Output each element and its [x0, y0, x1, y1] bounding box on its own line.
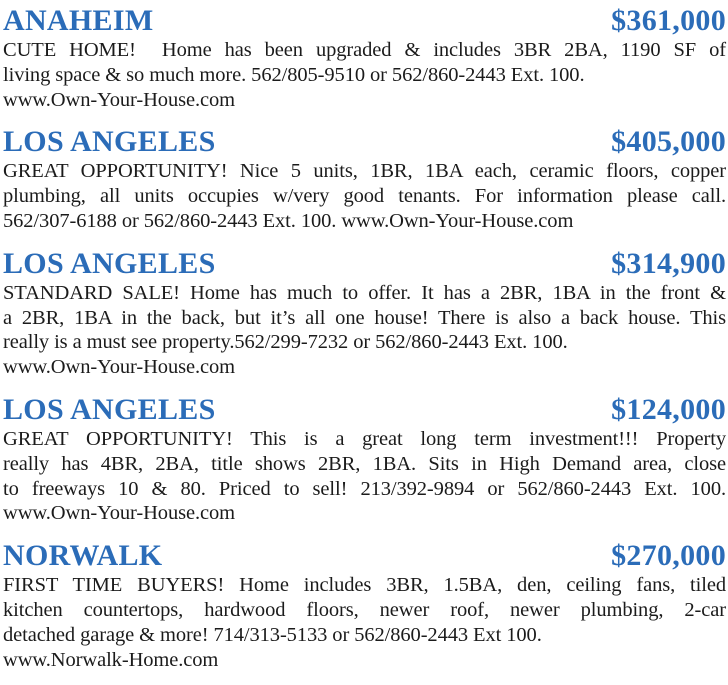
listing-text-line: www.Norwalk-Home.com	[3, 648, 219, 671]
listing-body: GREAT OPPORTUNITY! Nice 5 units, 1BR, 1B…	[3, 159, 726, 233]
listing-text-line: 562/307-6188 or 562/860-2443 Ext. 100. w…	[3, 209, 574, 232]
listing-text-line: kitchen countertops, hardwood floors, ne…	[3, 598, 726, 621]
listing-section: LOS ANGELES $314,900 STANDARD SALE! Home…	[3, 246, 726, 380]
listing-section: ANAHEIM $361,000 CUTE HOME! Home has bee…	[3, 3, 726, 112]
listing-price: $124,000	[611, 392, 726, 426]
listing-section: LOS ANGELES $405,000 GREAT OPPORTUNITY! …	[3, 124, 726, 233]
listing-text-line: STANDARD SALE! Home has much to offer. I…	[3, 281, 726, 304]
listing-body: GREAT OPPORTUNITY! This is a great long …	[3, 427, 726, 526]
listing-text-line: www.Own-Your-House.com	[3, 502, 235, 525]
listing-header: LOS ANGELES $405,000	[3, 124, 726, 159]
listing-body: STANDARD SALE! Home has much to offer. I…	[3, 281, 726, 380]
listing-price: $270,000	[611, 539, 726, 573]
listing-city: LOS ANGELES	[3, 392, 216, 426]
listing-header: NORWALK $270,000	[3, 538, 726, 573]
listing-body: FIRST TIME BUYERS! Home includes 3BR, 1.…	[3, 573, 726, 672]
listing-text-line: detached garage & more! 714/313-5133 or …	[3, 623, 542, 646]
listing-price: $314,900	[611, 246, 726, 280]
listing-header: ANAHEIM $361,000	[3, 3, 726, 38]
listing-body: CUTE HOME! Home has been upgraded & incl…	[3, 38, 726, 112]
listing-text-line: GREAT OPPORTUNITY! This is a great long …	[3, 427, 726, 450]
listing-section: LOS ANGELES $124,000 GREAT OPPORTUNITY! …	[3, 392, 726, 526]
listing-text-line: to freeways 10 & 80. Priced to sell! 213…	[3, 477, 726, 500]
listing-price: $405,000	[611, 125, 726, 159]
listing-text-line: www.Own-Your-House.com	[3, 356, 235, 379]
listing-header: LOS ANGELES $314,900	[3, 246, 726, 281]
listing-text-line: CUTE HOME! Home has been upgraded & incl…	[3, 39, 726, 61]
listing-header: LOS ANGELES $124,000	[3, 392, 726, 427]
listing-price: $361,000	[611, 4, 726, 37]
listing-city: NORWALK	[3, 539, 163, 573]
listing-text-line: living space & so much more. 562/805-951…	[3, 63, 585, 86]
listing-city: ANAHEIM	[3, 4, 154, 37]
listing-text-line: plumbing, all units occupies w/very good…	[3, 185, 726, 208]
listing-text-line: www.Own-Your-House.com	[3, 88, 235, 111]
listing-text-line: a 2BR, 1BA in the back, but it’s all one…	[3, 306, 726, 329]
listing-text-line: really has 4BR, 2BA, title shows 2BR, 1B…	[3, 452, 726, 475]
listing-text-line: GREAT OPPORTUNITY! Nice 5 units, 1BR, 1B…	[3, 160, 726, 183]
listing-text-line: FIRST TIME BUYERS! Home includes 3BR, 1.…	[3, 574, 726, 597]
listing-city: LOS ANGELES	[3, 246, 216, 280]
listing-text-line: really is a must see property.562/299-72…	[3, 331, 568, 354]
listing-city: LOS ANGELES	[3, 125, 216, 159]
listing-section: NORWALK $270,000 FIRST TIME BUYERS! Home…	[3, 538, 726, 672]
